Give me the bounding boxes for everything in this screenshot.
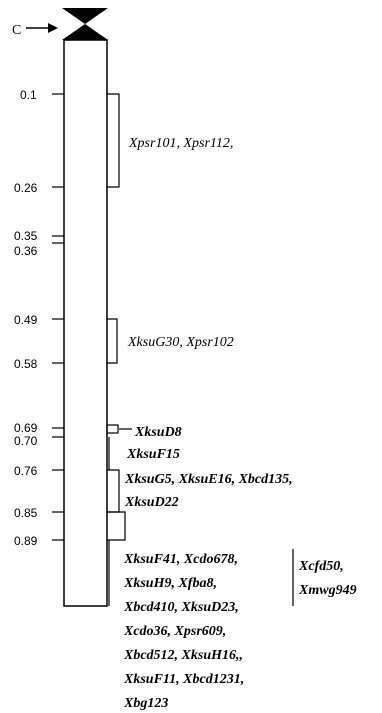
marker-list-line: XksuH9, Xfba8,	[123, 576, 217, 591]
marker-group-label: Xpsr101, Xpsr112,	[128, 136, 233, 151]
chromosome-bar	[63, 39, 108, 607]
position-label: 0.85	[14, 506, 38, 520]
position-label: 0.69	[14, 421, 38, 435]
position-label: 0.70	[14, 434, 38, 448]
position-ticks	[52, 93, 64, 541]
position-label: 0.58	[14, 357, 38, 371]
interval-brackets	[106, 93, 294, 606]
side-marker-line: Xmwg949	[298, 583, 357, 598]
position-label: 0.26	[14, 181, 38, 195]
position-label: 0.35	[14, 229, 38, 243]
marker-list-line: XksuF11, Xbcd1231,	[123, 672, 244, 687]
side-marker-line: Xcfd50,	[298, 559, 344, 574]
position-label: 0.49	[14, 313, 38, 327]
marker-list-line: Xbg123	[123, 696, 168, 711]
marker-list-line: Xbcd512, XksuH16,,	[123, 648, 243, 663]
marker-group-label: XksuD8	[134, 425, 182, 440]
position-label: 0.36	[14, 244, 38, 258]
position-label: 0.1	[20, 88, 37, 102]
position-label: 0.89	[14, 534, 38, 548]
centromere-shape	[62, 8, 108, 40]
marker-group-label: XksuG5, XksuE16, Xbcd135,	[124, 472, 293, 487]
centromere-label: C	[12, 23, 21, 38]
position-label: 0.76	[14, 464, 38, 478]
marker-group-label: XksuD22	[124, 495, 179, 510]
marker-list-line: Xcdo36, Xpsr609,	[123, 624, 226, 639]
marker-list-line: Xbcd410, XksuD23,	[123, 600, 239, 615]
marker-group-label: XksuG30, Xpsr102	[127, 335, 234, 350]
centromere-arrow-head	[48, 23, 58, 33]
marker-group-label: XksuF15	[126, 447, 180, 462]
marker-list-line: XksuF41, Xcdo678,	[123, 552, 238, 567]
